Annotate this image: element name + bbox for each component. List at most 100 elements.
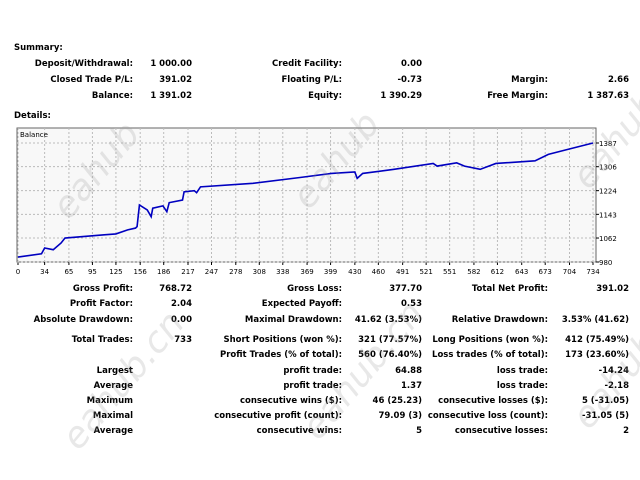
- x-tick-label: 582: [467, 268, 480, 276]
- x-tick-label: 430: [348, 268, 361, 276]
- x-tick-label: 734: [586, 268, 600, 276]
- y-tick-label: 1062: [599, 235, 617, 243]
- stat-value: 46 (25.23): [372, 396, 422, 406]
- x-tick-label: 460: [372, 268, 385, 276]
- stat-label: consecutive wins ($):: [239, 396, 342, 406]
- y-tick-label: 1306: [599, 164, 617, 172]
- y-tick-label: 1224: [599, 188, 617, 196]
- stat-label: consecutive profit (count):: [214, 411, 342, 421]
- stat-label: Profit Factor:: [69, 299, 133, 309]
- stat-label: Total Trades:: [71, 335, 133, 345]
- stat-value: 2.04: [171, 299, 192, 309]
- x-tick-label: 95: [88, 268, 97, 276]
- x-tick-label: 186: [157, 268, 171, 276]
- stat-value: 173 (23.60%): [565, 350, 629, 360]
- x-tick-label: 338: [276, 268, 289, 276]
- stat-label: profit trade:: [283, 366, 342, 376]
- stat-value: 64.88: [395, 366, 422, 376]
- stat-value: 1 387.63: [587, 91, 629, 101]
- x-tick-label: 673: [539, 268, 552, 276]
- x-tick-label: 278: [229, 268, 242, 276]
- x-tick-label: 308: [253, 268, 266, 276]
- x-tick-label: 551: [443, 268, 456, 276]
- stat-label: Average: [93, 381, 133, 391]
- stat-value: 0.53: [401, 299, 422, 309]
- stat-value: 412 (75.49%): [565, 335, 629, 345]
- x-tick-label: 704: [563, 268, 577, 276]
- stat-value: 3.53% (41.62): [561, 315, 629, 325]
- stat-label: Maximum: [86, 396, 133, 406]
- stat-label: Floating P/L:: [281, 75, 342, 85]
- stat-value: -0.73: [397, 75, 423, 85]
- stat-value: 1 390.29: [380, 91, 422, 101]
- stat-value: 391.02: [596, 284, 629, 294]
- stat-label: Absolute Drawdown:: [33, 315, 133, 325]
- stat-label: Maximal: [92, 411, 133, 421]
- stat-value: 5: [416, 426, 422, 436]
- stat-label: Gross Profit:: [72, 284, 133, 294]
- stat-value: 560 (76.40%): [358, 350, 422, 360]
- stat-value: 79.09 (3): [378, 411, 422, 421]
- stat-value: 5 (-31.05): [581, 396, 629, 406]
- stat-value: 41.62 (3.53%): [354, 315, 422, 325]
- stat-value: 391.02: [159, 75, 192, 85]
- stat-value: 768.72: [159, 284, 192, 294]
- x-tick-label: 217: [181, 268, 194, 276]
- stat-value: 0.00: [401, 59, 422, 69]
- x-tick-label: 125: [109, 268, 122, 276]
- balance-chart: 0 34 65 95 125 156 186 217 247 278 308 338 369 399 430…: [16, 127, 617, 276]
- stat-label: profit trade:: [283, 381, 342, 391]
- stat-value: 1 391.02: [150, 91, 192, 101]
- stat-value: -2.18: [604, 381, 630, 391]
- stat-value: -31.05 (5): [581, 411, 629, 421]
- stat-label: consecutive loss (count):: [427, 411, 548, 421]
- balance-line: [17, 142, 594, 258]
- x-tick-label: 247: [205, 268, 218, 276]
- stat-label: Gross Loss:: [287, 284, 342, 294]
- y-tick-label: 1387: [599, 140, 617, 148]
- stat-value: 1.37: [401, 381, 422, 391]
- y-tick-label: 1143: [599, 211, 617, 219]
- stat-label: loss trade:: [496, 366, 548, 376]
- stat-value: -14.24: [598, 366, 629, 376]
- stat-label: Largest: [96, 366, 133, 376]
- x-tick-label: 0: [16, 268, 20, 276]
- stat-label: Short Positions (won %):: [223, 335, 342, 345]
- y-tick-label: 980: [599, 259, 612, 267]
- stat-label: Equity:: [308, 91, 342, 101]
- x-tick-label: 399: [324, 268, 337, 276]
- x-tick-label: 34: [40, 268, 49, 276]
- summary-title: Summary:: [14, 43, 63, 53]
- stat-value: 2: [623, 426, 629, 436]
- x-tick-label: 65: [64, 268, 73, 276]
- stat-label: Balance:: [91, 91, 133, 101]
- stat-label: consecutive losses:: [454, 426, 548, 436]
- stat-label: Loss trades (% of total):: [432, 350, 548, 360]
- plot-area: [16, 127, 597, 263]
- x-tick-label: 491: [396, 268, 409, 276]
- stat-label: Free Margin:: [487, 91, 548, 101]
- stat-value: 733: [174, 335, 192, 345]
- stat-label: Expected Payoff:: [261, 299, 342, 309]
- stat-label: Average: [93, 426, 133, 436]
- stat-label: Closed Trade P/L:: [50, 75, 133, 85]
- stat-value: 0.00: [171, 315, 192, 325]
- x-tick-label: 612: [491, 268, 504, 276]
- stat-label: Margin:: [511, 75, 548, 85]
- x-tick-label: 369: [300, 268, 313, 276]
- details-title: Details:: [14, 111, 51, 121]
- stat-label: Maximal Drawdown:: [244, 315, 342, 325]
- stat-label: Deposit/Withdrawal:: [34, 59, 133, 69]
- stat-label: consecutive losses ($):: [438, 396, 548, 406]
- stat-label: Relative Drawdown:: [451, 315, 548, 325]
- stat-label: Credit Facility:: [271, 59, 342, 69]
- stat-label: consecutive wins:: [256, 426, 342, 436]
- stat-label: loss trade:: [496, 381, 548, 391]
- x-tick-label: 521: [419, 268, 432, 276]
- stat-value: 377.70: [389, 284, 422, 294]
- stat-label: Profit Trades (% of total):: [219, 350, 342, 360]
- x-tick-label: 156: [134, 268, 148, 276]
- x-tick-label: 643: [515, 268, 528, 276]
- stat-value: 2.66: [608, 75, 629, 85]
- stat-label: Long Positions (won %):: [432, 335, 548, 345]
